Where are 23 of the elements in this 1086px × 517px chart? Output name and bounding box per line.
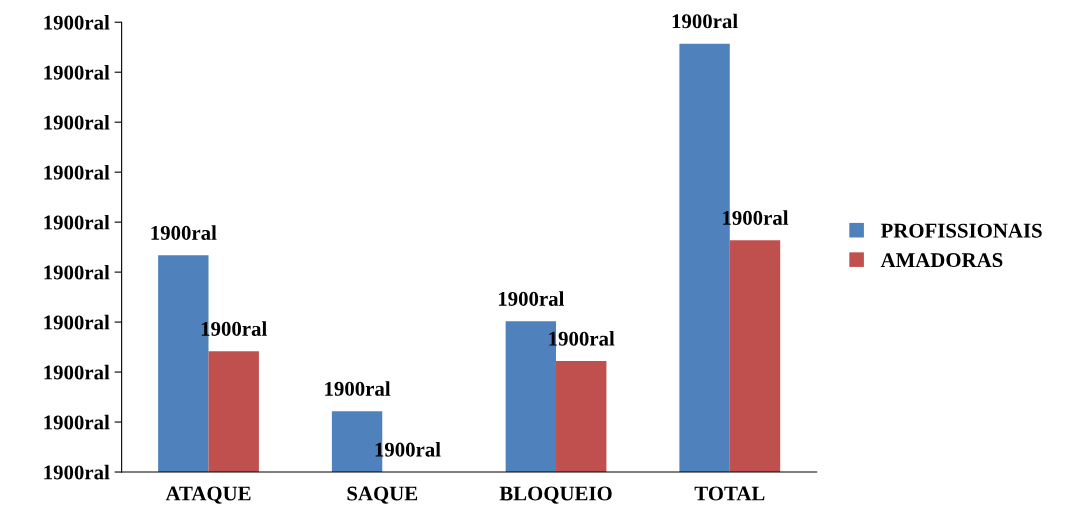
text: 1900ral (44, 264, 110, 280)
legend-label: PROFISSIONAIS (880, 223, 1042, 238)
bar (729, 240, 781, 473)
x-tick-label: SAQUE (347, 486, 418, 504)
text: 1900ral (44, 464, 110, 480)
annotation: 1900ral (672, 13, 738, 29)
bar (208, 351, 259, 473)
text: 1900ral (44, 64, 110, 80)
legend-label: AMADORAS (880, 253, 1003, 268)
annotation: 1900ral (498, 291, 565, 306)
text: 1900ral (44, 164, 110, 180)
bar (556, 361, 607, 473)
x-tick-label: ATAQUE (165, 486, 251, 504)
x-tick-label: TOTAL (694, 486, 765, 501)
text: 1900ral (44, 114, 110, 130)
annotation: 1900ral (325, 381, 391, 396)
x-tick-label: BLOQUEIO (499, 486, 612, 504)
text: 1900ral (44, 214, 110, 230)
text: 1900ral (44, 314, 110, 330)
text: 1900ral (44, 414, 110, 430)
text: 1900ral (44, 364, 110, 380)
annotation: 1900ral (151, 225, 217, 240)
text: 1900ral (44, 15, 110, 30)
